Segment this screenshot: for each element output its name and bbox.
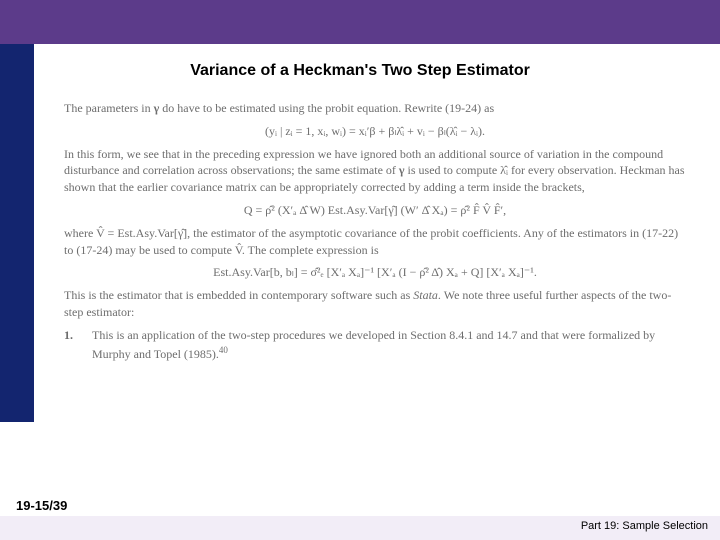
top-purple-bar (0, 0, 720, 44)
footnote-marker: 40 (219, 345, 228, 355)
equation-3: Est.Asy.Var[b, bₗ] = σ̂²ₑ [X′ₐ Xₐ]⁻¹ [X′… (64, 264, 686, 281)
equation-2: Q = ρ̂² (X′ₐ Δ̂ W) Est.Asy.Var[γ̂] (W′ Δ… (64, 202, 686, 219)
equation-1: (yᵢ | zᵢ = 1, xᵢ, wᵢ) = xᵢ′β + βₗλ̂ᵢ + v… (64, 123, 686, 140)
left-navy-bar (0, 44, 34, 422)
item-text: This is an application of the two-step p… (92, 327, 686, 363)
part-label: Part 19: Sample Selection (581, 520, 708, 532)
list-item-1: 1. This is an application of the two-ste… (64, 327, 686, 363)
paragraph-2: In this form, we see that in the precedi… (64, 146, 686, 196)
body-content: The parameters in γ do have to be estima… (64, 100, 686, 362)
page-number: 19-15/39 (16, 498, 67, 513)
item-number: 1. (64, 327, 82, 363)
paragraph-1: The parameters in γ do have to be estima… (64, 100, 686, 117)
paragraph-4: This is the estimator that is embedded i… (64, 287, 686, 321)
paragraph-3: where V̂ = Est.Asy.Var[γ̂], the estimato… (64, 225, 686, 259)
slide-title: Variance of a Heckman's Two Step Estimat… (0, 62, 720, 80)
